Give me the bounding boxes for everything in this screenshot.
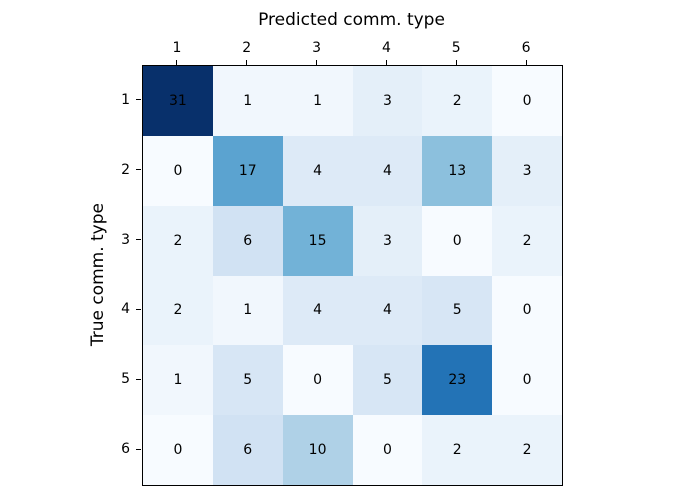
y-tick-mark [136, 169, 141, 171]
y-tick-mark [136, 448, 141, 450]
heatmap-cell: 2 [422, 66, 493, 136]
heatmap-cell: 6 [212, 205, 283, 276]
heatmap-cell: 2 [492, 205, 562, 276]
x-tick-mark [316, 60, 318, 65]
heatmap-cell: 4 [282, 275, 353, 346]
x-tick-label: 6 [521, 40, 531, 56]
y-tick-label: 1 [121, 91, 130, 108]
heatmap-cell: 2 [143, 205, 213, 276]
y-tick-label: 5 [121, 371, 130, 388]
heatmap-cell: 0 [492, 275, 562, 346]
heatmap-cell: 23 [422, 345, 493, 416]
heatmap-cell: 0 [422, 205, 493, 276]
heatmap-cell: 5 [212, 345, 283, 416]
y-axis-label-text: True comm. type [88, 202, 108, 347]
heatmap-cell: 3 [352, 66, 423, 136]
confusion-matrix-heatmap: 31 1 1 3 2 0 0 17 4 4 13 3 2 6 15 3 0 2 2 1 4 4 5 0 1 5 0 5 23 0 0 6 10 0… [142, 65, 563, 486]
heatmap-cell: 10 [282, 415, 353, 485]
y-axis-label: True comm. type [80, 65, 116, 484]
heatmap-cell: 0 [143, 415, 213, 485]
heatmap-cell: 2 [492, 415, 562, 485]
heatmap-cell: 0 [352, 415, 423, 485]
heatmap-cell: 3 [492, 135, 562, 206]
y-tick-mark [136, 239, 141, 241]
x-tick-mark [246, 60, 248, 65]
heatmap-cell: 13 [422, 135, 493, 206]
heatmap-cell: 0 [143, 135, 213, 206]
y-tick-mark [136, 99, 141, 101]
heatmap-cell: 31 [143, 66, 213, 136]
heatmap-cell: 3 [352, 205, 423, 276]
heatmap-cell: 0 [282, 345, 353, 416]
y-tick-label: 6 [121, 441, 130, 458]
heatmap-cell: 1 [212, 275, 283, 346]
x-tick-label: 2 [242, 40, 252, 56]
heatmap-cell: 1 [282, 66, 353, 136]
heatmap-cell: 5 [352, 345, 423, 416]
heatmap-cell: 2 [422, 415, 493, 485]
heatmap-cell: 5 [422, 275, 493, 346]
heatmap-cell: 15 [282, 205, 353, 276]
heatmap-cell: 6 [212, 415, 283, 485]
x-tick-label: 4 [381, 40, 391, 56]
y-tick-mark [136, 308, 141, 310]
heatmap-cell: 2 [143, 275, 213, 346]
x-tick-label: 1 [172, 40, 182, 56]
heatmap-cell: 0 [492, 345, 562, 416]
x-tick-label: 3 [312, 40, 322, 56]
chart-title: Predicted comm. type [258, 10, 445, 30]
y-tick-label: 3 [121, 231, 130, 248]
heatmap-cell: 4 [282, 135, 353, 206]
x-tick-mark [385, 60, 387, 65]
heatmap-cell: 17 [212, 135, 283, 206]
x-tick-mark [176, 60, 178, 65]
y-tick-mark [136, 378, 141, 380]
x-tick-label: 5 [451, 40, 461, 56]
heatmap-cell: 0 [492, 66, 562, 136]
y-tick-label: 4 [121, 301, 130, 318]
x-tick-mark [525, 60, 527, 65]
heatmap-cell: 4 [352, 275, 423, 346]
heatmap-cell: 1 [143, 345, 213, 416]
y-tick-label: 2 [121, 161, 130, 178]
heatmap-cell: 1 [212, 66, 283, 136]
x-tick-mark [455, 60, 457, 65]
heatmap-cell: 4 [352, 135, 423, 206]
